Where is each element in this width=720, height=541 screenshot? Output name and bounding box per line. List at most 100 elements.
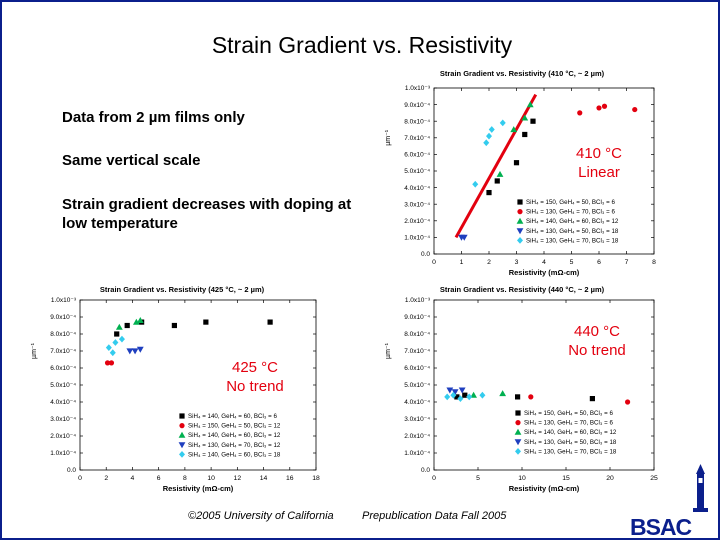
y-axis-label: µm⁻¹ (385, 342, 392, 359)
legend-entry: SiH₄ = 140, GeH₄ = 60, BCl₃ = 18 (188, 451, 281, 458)
y-tick-label: 5.0x10⁻⁴ (50, 382, 76, 389)
x-axis-label: Resistivity (mΩ-cm) (509, 484, 580, 493)
x-tick-label: 18 (312, 475, 320, 482)
data-point (451, 389, 459, 396)
legend-marker (515, 410, 521, 416)
x-tick-label: 0 (432, 259, 436, 266)
data-point (483, 139, 490, 147)
x-tick-label: 2 (487, 259, 491, 266)
x-tick-label: 15 (562, 475, 570, 482)
callout-440c-temp: 440 °C (573, 323, 621, 340)
data-point (486, 132, 492, 140)
y-tick-label: 6.0x10⁻⁴ (404, 152, 430, 159)
y-tick-label: 0.0 (421, 467, 430, 474)
data-point (118, 335, 125, 343)
x-tick-label: 16 (286, 475, 294, 482)
y-tick-label: 2.0x10⁻⁴ (50, 433, 76, 440)
data-point (522, 131, 528, 138)
data-point (109, 349, 116, 357)
data-point (112, 339, 119, 346)
legend-marker (178, 431, 186, 438)
legend-entry: SiH₄ = 130, GeH₄ = 70, BCl₃ = 18 (526, 237, 619, 244)
x-tick-label: 0 (432, 475, 436, 482)
data-point (458, 387, 466, 394)
y-tick-label: 9.0x10⁻⁴ (50, 314, 76, 321)
legend-marker (514, 439, 522, 446)
linear-fit-line (454, 93, 538, 239)
legend-entry: SiH₄ = 130, GeH₄ = 70, BCl₃ = 12 (188, 442, 281, 449)
legend-entry: SiH₄ = 130, GeH₄ = 70, BCl₃ = 18 (524, 448, 617, 455)
bullet-strain-gradient: Strain gradient decreases with doping at… (62, 196, 352, 232)
campanile-logo-icon (693, 464, 708, 512)
y-tick-label: 2.0x10⁻⁴ (404, 218, 430, 225)
series-4 (458, 234, 468, 241)
chart-title: Strain Gradient vs. Resistivity (410 °C,… (440, 69, 605, 78)
data-point (203, 319, 209, 325)
data-point (472, 180, 479, 188)
y-tick-label: 3.0x10⁻⁴ (50, 416, 76, 423)
chart-410c: Strain Gradient vs. Resistivity (410 °C,… (385, 69, 656, 277)
series-2 (104, 360, 115, 366)
y-tick-label: 6.0x10⁻⁴ (50, 365, 76, 372)
x-tick-label: 6 (157, 475, 161, 482)
callout-425c: 425 °C No trend (210, 358, 300, 396)
series-4 (446, 387, 466, 396)
data-point (126, 348, 134, 355)
x-tick-label: 5 (570, 259, 574, 266)
legend-marker (516, 217, 524, 224)
legend-entry: SiH₄ = 130, GeH₄ = 70, BCl₃ = 6 (524, 420, 613, 427)
y-tick-label: 7.0x10⁻⁴ (404, 135, 430, 142)
legend-entry: SiH₄ = 150, GeH₄ = 50, BCl₃ = 12 (188, 423, 281, 430)
x-axis-label: Resistivity (mΩ-cm) (163, 484, 234, 493)
y-tick-label: 9.0x10⁻⁴ (404, 314, 430, 321)
series-1 (486, 118, 536, 196)
y-tick-label: 5.0x10⁻⁴ (404, 168, 430, 175)
y-tick-label: 7.0x10⁻⁴ (50, 348, 76, 355)
data-point (499, 390, 507, 397)
y-tick-label: 1.0x10⁻³ (405, 297, 431, 304)
y-tick-label: 6.0x10⁻⁴ (404, 365, 430, 372)
series-3 (496, 101, 534, 177)
data-point (596, 105, 602, 111)
series-2 (528, 394, 631, 405)
callout-410c: 410 °C Linear (564, 144, 634, 182)
bsac-logo: BSAC (630, 514, 692, 540)
data-point (632, 106, 638, 113)
bullet-vertical-scale: Same vertical scale (62, 152, 201, 169)
data-point (589, 396, 595, 402)
callout-425c-trend: No trend (226, 378, 284, 395)
legend-entry: SiH₄ = 140, GeH₄ = 60, BCl₃ = 12 (188, 432, 281, 439)
callout-440c-trend: No trend (568, 342, 626, 359)
y-tick-label: 1.0x10⁻³ (51, 297, 77, 304)
x-tick-label: 20 (606, 475, 614, 482)
y-tick-label: 8.0x10⁻⁴ (404, 331, 430, 338)
data-point (105, 344, 112, 351)
x-tick-label: 6 (597, 259, 601, 266)
data-point (488, 126, 495, 133)
callout-410c-trend: Linear (578, 164, 620, 181)
x-tick-label: 2 (104, 475, 108, 482)
data-point (486, 189, 492, 196)
chart-title: Strain Gradient vs. Resistivity (440 °C,… (440, 285, 605, 294)
data-point (470, 391, 477, 398)
legend-marker (516, 228, 524, 235)
series-2 (577, 103, 638, 116)
x-tick-label: 10 (207, 475, 215, 482)
y-tick-label: 0.0 (421, 251, 430, 258)
data-point (496, 170, 504, 177)
y-tick-label: 1.0x10⁻⁴ (404, 450, 430, 457)
x-tick-label: 5 (476, 475, 480, 482)
legend-entry: SiH₄ = 150, GeH₄ = 50, BCl₃ = 6 (526, 199, 615, 206)
y-tick-label: 8.0x10⁻⁴ (50, 331, 76, 338)
data-point (267, 319, 273, 325)
y-tick-label: 2.0x10⁻⁴ (404, 433, 430, 440)
series-4 (126, 346, 144, 355)
data-point (454, 394, 460, 400)
legend-marker (515, 420, 521, 426)
x-tick-label: 3 (515, 259, 519, 266)
callout-410c-temp: 410 °C (575, 145, 623, 162)
chart-title: Strain Gradient vs. Resistivity (425 °C,… (100, 285, 265, 294)
y-tick-label: 3.0x10⁻⁴ (404, 416, 430, 423)
x-tick-label: 7 (625, 259, 629, 266)
x-tick-label: 10 (518, 475, 526, 482)
